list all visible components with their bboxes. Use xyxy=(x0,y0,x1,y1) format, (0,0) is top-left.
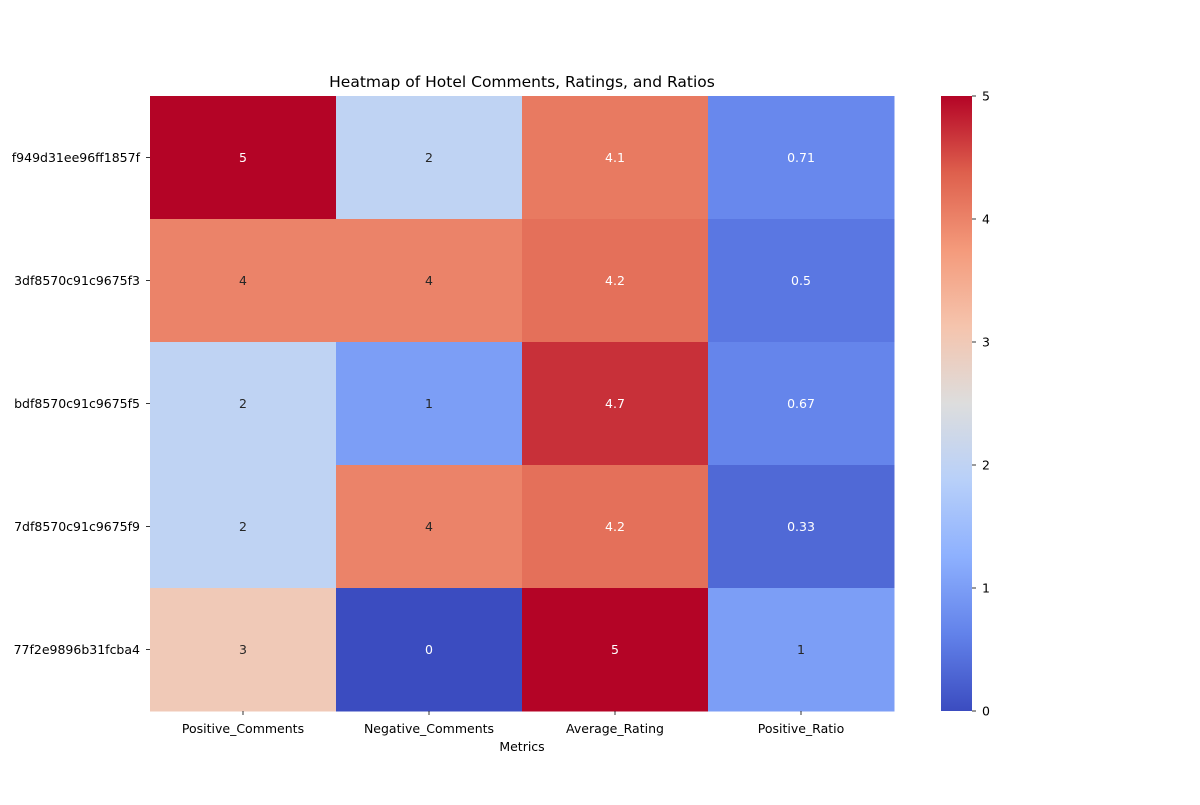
row-tick-label: 7df8570c91c9675f9 xyxy=(14,519,140,534)
heatmap-cell xyxy=(708,465,895,589)
colorbar-gradient xyxy=(941,96,972,711)
heatmap-cell-label: 0.5 xyxy=(791,273,811,288)
heatmap-cell-label: 5 xyxy=(239,150,247,165)
colorbar-tick-label: 5 xyxy=(982,89,990,104)
heatmap-cell-label: 1 xyxy=(425,396,433,411)
heatmap-cell xyxy=(150,96,337,220)
colorbar-tick-label: 2 xyxy=(982,458,990,473)
column-tick-labels: Positive_Comments Negative_Comments Averag… xyxy=(182,711,844,736)
heatmap-cell-label: 0.67 xyxy=(787,396,815,411)
heatmap-cell xyxy=(522,219,709,343)
heatmap-cell xyxy=(336,342,523,466)
heatmap-cell xyxy=(708,342,895,466)
column-tick-label: Average_Rating xyxy=(566,721,664,736)
heatmap-cell-label: 4.7 xyxy=(605,396,625,411)
heatmap-cell xyxy=(336,465,523,589)
row-tick-label: 77f2e9896b31fcba4 xyxy=(14,642,140,657)
x-axis-label: Metrics xyxy=(499,739,544,754)
heatmap-cell xyxy=(708,588,895,712)
heatmap-cell-label: 2 xyxy=(425,150,433,165)
row-tick-labels: f949d31ee96ff1857f 3df8570c91c9675f3 bdf85… xyxy=(12,150,150,657)
heatmap-cell-label: 4.2 xyxy=(605,519,625,534)
colorbar: 0 1 2 3 4 5 xyxy=(941,89,990,719)
heatmap-cell-label: 2 xyxy=(239,396,247,411)
heatmap-cell-label: 4 xyxy=(239,273,247,288)
heatmap-cell-label: 4 xyxy=(425,273,433,288)
heatmap-cell xyxy=(522,588,709,712)
row-tick-label: f949d31ee96ff1857f xyxy=(12,150,141,165)
heatmap-cell xyxy=(522,96,709,220)
row-tick-label: 3df8570c91c9675f3 xyxy=(14,273,140,288)
heatmap-cell xyxy=(150,465,337,589)
colorbar-tick-label: 1 xyxy=(982,581,990,596)
column-tick-label: Negative_Comments xyxy=(364,721,494,736)
heatmap-cell-label: 5 xyxy=(611,642,619,657)
colorbar-tick-label: 0 xyxy=(982,704,990,719)
column-tick-label: Positive_Ratio xyxy=(758,721,845,736)
heatmap-cell-label: 0 xyxy=(425,642,433,657)
heatmap-cell xyxy=(150,342,337,466)
heatmap-cell xyxy=(336,219,523,343)
chart-title: Heatmap of Hotel Comments, Ratings, and … xyxy=(329,73,715,91)
column-tick-label: Positive_Comments xyxy=(182,721,304,736)
heatmap-cell-label: 3 xyxy=(239,642,247,657)
heatmap-cell-label: 4.2 xyxy=(605,273,625,288)
heatmap-cell-label: 0.71 xyxy=(787,150,815,165)
heatmap-cell xyxy=(708,96,895,220)
colorbar-tick-label: 3 xyxy=(982,335,990,350)
heatmap-cell-label: 4 xyxy=(425,519,433,534)
heatmap-cell xyxy=(336,96,523,220)
heatmap-cell-label: 4.1 xyxy=(605,150,625,165)
heatmap-cell xyxy=(708,219,895,343)
heatmap-cells: 5 2 4.1 0.71 4 4 4.2 0.5 2 1 4.7 0.67 2 4 4.2 0.33 3 0 5 1 xyxy=(150,96,895,712)
heatmap-cell xyxy=(150,588,337,712)
heatmap-cell-label: 0.33 xyxy=(787,519,815,534)
colorbar-tick-label: 4 xyxy=(982,212,990,227)
heatmap-cell xyxy=(336,588,523,712)
heatmap-cell xyxy=(150,219,337,343)
row-tick-label: bdf8570c91c9675f5 xyxy=(14,396,140,411)
heatmap-cell-label: 2 xyxy=(239,519,247,534)
heatmap-cell xyxy=(522,342,709,466)
heatmap-cell xyxy=(522,465,709,589)
heatmap-cell-label: 1 xyxy=(797,642,805,657)
